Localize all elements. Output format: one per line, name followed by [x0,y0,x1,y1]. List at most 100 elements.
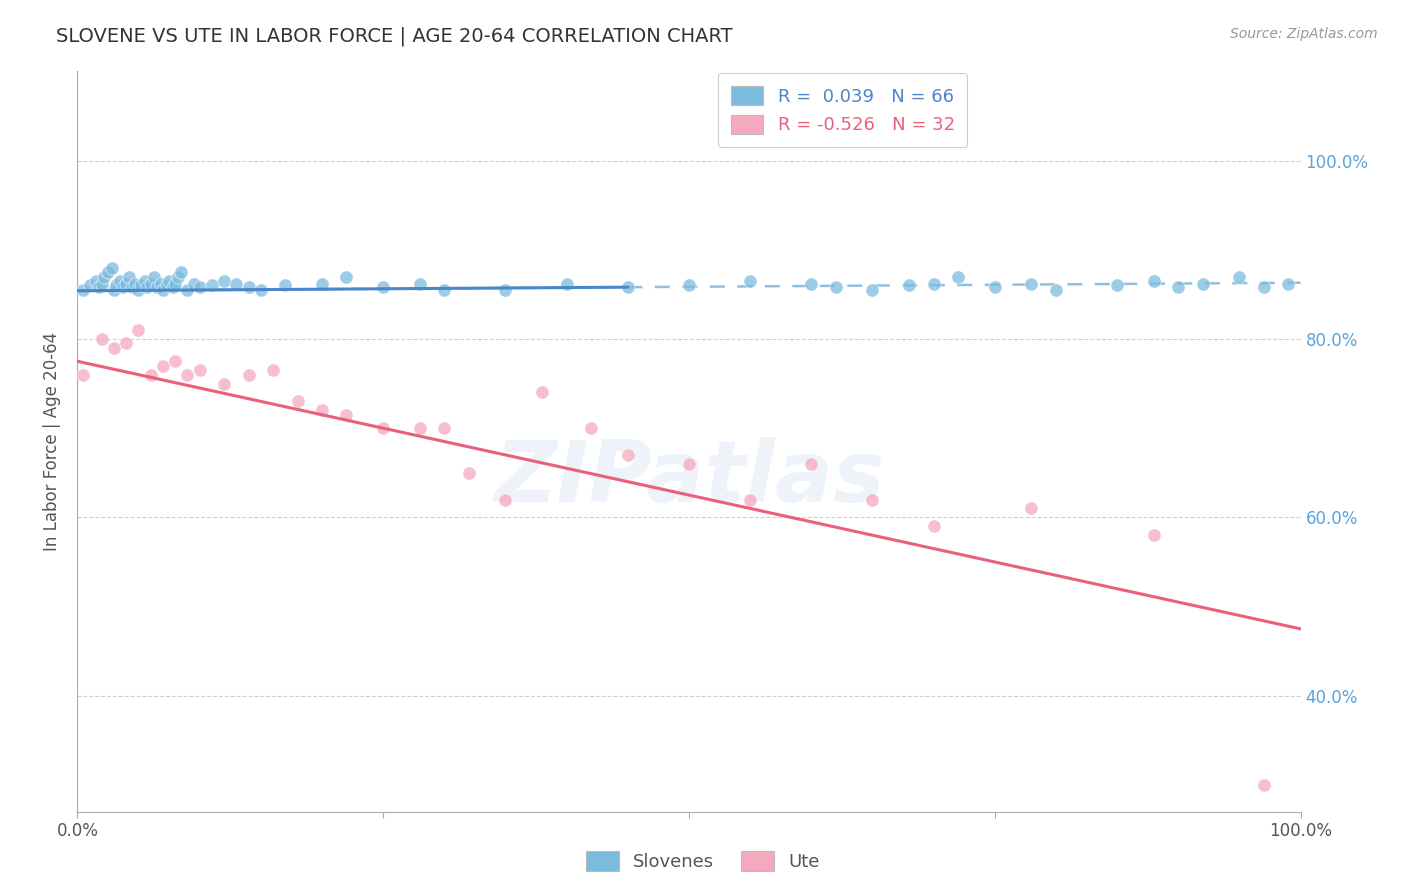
Point [1229,269,1251,284]
Point [617,280,640,294]
Text: Source: ZipAtlas.com: Source: ZipAtlas.com [1230,27,1378,41]
Point [824,280,846,294]
Point [139,277,162,291]
Point [238,368,260,382]
Point [103,283,125,297]
Point [139,368,162,382]
Point [800,457,823,471]
Point [103,341,125,355]
Point [1253,778,1275,792]
Point [100,260,122,275]
Point [143,269,166,284]
Point [165,354,187,368]
Point [84,274,107,288]
Point [335,408,357,422]
Point [89,280,111,294]
Legend: R =  0.039   N = 66, R = -0.526   N = 32: R = 0.039 N = 66, R = -0.526 N = 32 [718,73,967,147]
Point [149,277,172,291]
Point [162,280,184,294]
Point [922,277,945,291]
Point [335,269,357,284]
Y-axis label: In Labor Force | Age 20-64: In Labor Force | Age 20-64 [44,332,62,551]
Point [124,277,146,291]
Point [152,359,174,373]
Point [201,278,224,293]
Point [1021,501,1043,516]
Point [238,280,260,294]
Point [128,283,150,297]
Point [121,280,143,294]
Point [188,280,211,294]
Point [555,277,578,291]
Point [250,283,273,297]
Point [946,269,969,284]
Point [371,280,394,294]
Point [1107,278,1129,293]
Point [111,280,134,294]
Point [72,283,94,297]
Point [176,368,198,382]
Text: SLOVENE VS UTE IN LABOR FORCE | AGE 20-64 CORRELATION CHART: SLOVENE VS UTE IN LABOR FORCE | AGE 20-6… [56,27,733,46]
Point [176,283,198,297]
Point [862,492,884,507]
Point [262,363,284,377]
Point [800,277,823,291]
Point [170,265,193,279]
Point [678,278,700,293]
Point [740,492,762,507]
Point [1045,283,1067,297]
Point [898,278,921,293]
Point [152,283,174,297]
Point [617,448,640,462]
Point [212,376,235,391]
Point [984,280,1007,294]
Point [1167,280,1189,294]
Point [433,421,456,435]
Point [97,265,120,279]
Point [93,269,115,284]
Point [287,394,309,409]
Point [108,274,131,288]
Point [1277,277,1299,291]
Point [311,403,333,417]
Point [157,274,180,288]
Point [409,421,432,435]
Point [1143,528,1166,542]
Point [146,280,169,294]
Point [105,278,128,293]
Point [79,278,101,293]
Point [678,457,700,471]
Point [188,363,211,377]
Point [457,466,479,480]
Point [115,277,138,291]
Point [922,519,945,533]
Point [128,323,150,337]
Point [212,274,235,288]
Point [90,332,112,346]
Point [166,269,188,284]
Point [156,278,179,293]
Point [740,274,762,288]
Point [531,385,554,400]
Point [115,336,138,351]
Point [129,278,152,293]
Point [311,277,333,291]
Point [1191,277,1213,291]
Point [274,278,297,293]
Point [371,421,394,435]
Point [579,421,602,435]
Point [1021,277,1043,291]
Point [134,274,156,288]
Point [72,368,94,382]
Point [118,269,141,284]
Point [862,283,884,297]
Point [1143,274,1166,288]
Point [183,277,205,291]
Point [225,277,247,291]
Point [1253,280,1275,294]
Point [165,277,187,291]
Text: ZIPatlas: ZIPatlas [494,437,884,520]
Point [90,277,112,291]
Point [495,283,517,297]
Legend: Slovenes, Ute: Slovenes, Ute [579,844,827,879]
